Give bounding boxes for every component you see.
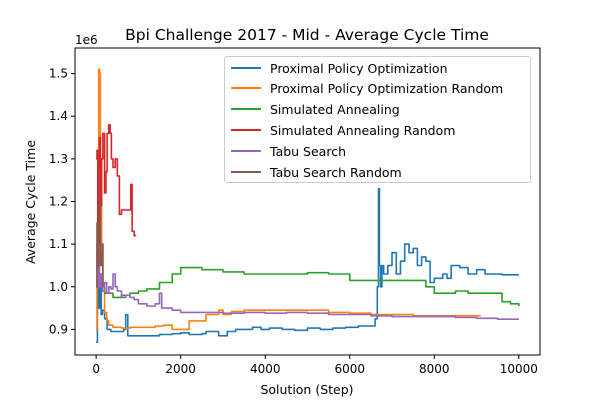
y-tick-label: 1.0 <box>49 280 68 294</box>
y-tick-label: 0.9 <box>49 322 68 336</box>
legend-item: Tabu Search Random <box>231 162 402 182</box>
legend-label: Proximal Policy Optimization <box>270 60 448 76</box>
legend-swatch <box>231 108 261 110</box>
x-tick-label: 6000 <box>334 362 365 376</box>
chart-title: Bpi Challenge 2017 - Mid - Average Cycle… <box>125 26 489 44</box>
y-tick-label: 1.2 <box>49 195 68 209</box>
legend-item: Simulated Annealing <box>231 99 400 119</box>
plot-frame <box>74 47 541 356</box>
legend-swatch <box>231 150 261 152</box>
legend: Proximal Policy Optimization Proximal Po… <box>224 56 531 183</box>
x-tick-label: 0 <box>92 362 100 376</box>
legend-swatch <box>231 171 261 173</box>
legend-swatch <box>231 87 261 89</box>
legend-item: Proximal Policy Optimization <box>231 58 448 78</box>
series-line-5 <box>96 200 104 288</box>
legend-swatch <box>231 129 261 131</box>
series-line-3 <box>96 124 137 271</box>
y-tick-label: 1.4 <box>49 109 68 123</box>
x-tick-label: 2000 <box>165 362 196 376</box>
series-line-4 <box>96 243 519 320</box>
series-line-0 <box>96 187 519 343</box>
x-tick-label: 10000 <box>500 362 538 376</box>
y-tick-label: 1.5 <box>49 67 68 81</box>
series-line-2 <box>96 266 520 306</box>
legend-label: Tabu Search Random <box>270 164 402 180</box>
legend-label: Simulated Annealing Random <box>270 122 456 138</box>
y-axis-label: Average Cycle Time <box>23 140 38 264</box>
legend-swatch <box>231 67 261 69</box>
y-tick-label: 1.1 <box>49 237 68 251</box>
axis-ticks: 0 2000 4000 6000 8000 10000 0.9 1.0 1.1 1.2 1.3 1.4… <box>49 67 538 376</box>
x-axis-label: Solution (Step) <box>260 382 353 397</box>
plot-content <box>96 68 520 343</box>
x-tick-label: 8000 <box>419 362 450 376</box>
legend-label: Tabu Search <box>270 143 347 159</box>
y-tick-label: 1.3 <box>49 152 68 166</box>
legend-item: Tabu Search <box>231 141 346 161</box>
x-tick-label: 4000 <box>250 362 281 376</box>
legend-label: Proximal Policy Optimization Random <box>270 80 504 96</box>
legend-item: Simulated Annealing Random <box>231 120 455 140</box>
legend-label: Simulated Annealing <box>270 101 400 117</box>
y-offset-label: 1e6 <box>75 33 98 47</box>
legend-item: Proximal Policy Optimization Random <box>231 78 503 98</box>
